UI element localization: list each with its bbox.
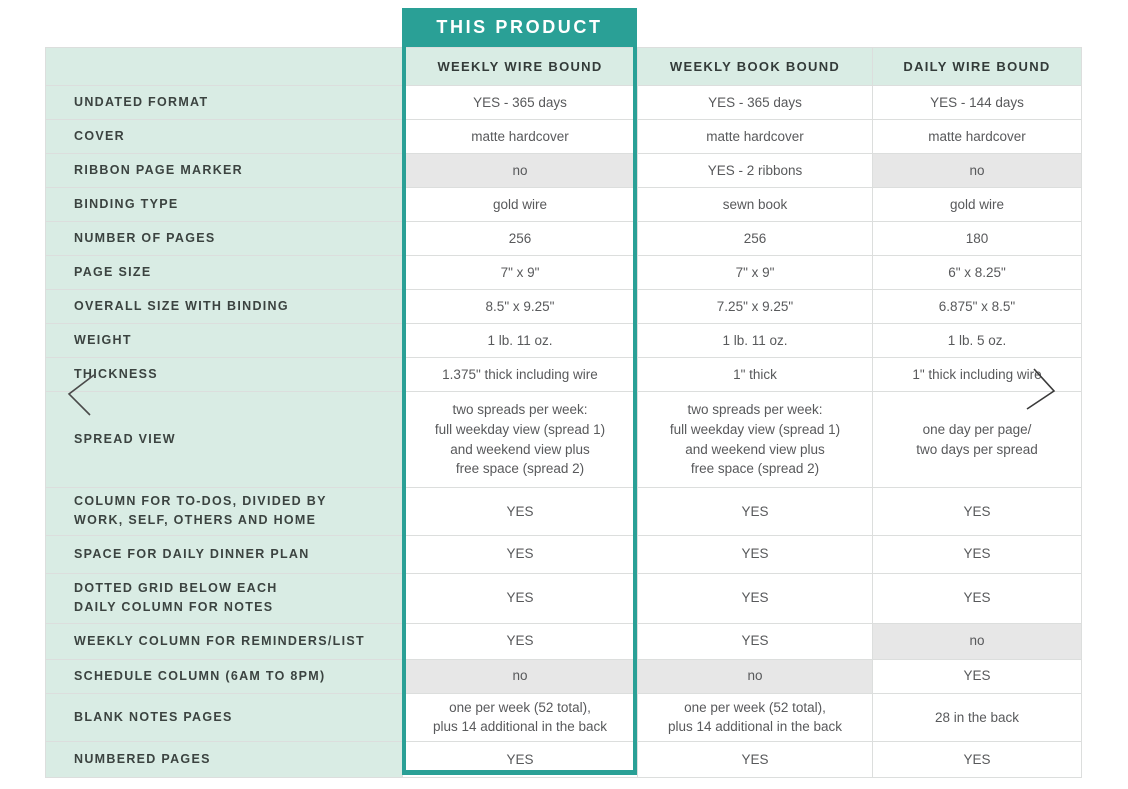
cell: no [402,153,638,188]
column-header-daily-wire-bound: DAILY WIRE BOUND [872,47,1082,86]
cell: 1" thick [637,357,873,392]
cell: YES [872,534,1082,574]
cell: 256 [402,221,638,256]
cell: 7.25" x 9.25" [637,289,873,324]
table-row: DOTTED GRID BELOW EACH DAILY COLUMN FOR … [45,572,1082,624]
cell: gold wire [402,187,638,222]
table-row: PAGE SIZE 7" x 9" 7" x 9" 6" x 8.25" [45,255,1082,290]
column-header-weekly-book-bound: WEEKLY BOOK BOUND [637,47,873,86]
cell: two spreads per week: full weekday view … [637,391,873,488]
row-label: WEIGHT [45,323,403,358]
row-label: COVER [45,119,403,154]
cell: 8.5" x 9.25" [402,289,638,324]
carousel-prev-button[interactable] [64,372,98,418]
cell: YES [872,740,1082,778]
table-row: WEIGHT 1 lb. 11 oz. 1 lb. 11 oz. 1 lb. 5 oz… [45,323,1082,358]
cell: YES - 365 days [402,85,638,120]
row-label: BLANK NOTES PAGES [45,692,403,742]
row-label: BINDING TYPE [45,187,403,222]
cell: YES [402,572,638,624]
cell: 256 [637,221,873,256]
row-label: PAGE SIZE [45,255,403,290]
cell: 7" x 9" [637,255,873,290]
cell: 7" x 9" [402,255,638,290]
column-header-weekly-wire-bound: WEEKLY WIRE BOUND [402,47,638,86]
table-row: BLANK NOTES PAGES one per week (52 total)… [45,692,1082,742]
cell: YES [637,572,873,624]
table-row: RIBBON PAGE MARKER no YES - 2 ribbons no [45,153,1082,188]
cell: YES [402,622,638,660]
cell: no [872,153,1082,188]
cell: no [637,658,873,694]
this-product-banner: THIS PRODUCT [402,8,637,47]
cell: YES [402,534,638,574]
table-row: SPREAD VIEW two spreads per week: full we… [45,391,1082,488]
cell: YES [402,487,638,536]
cell: 28 in the back [872,692,1082,742]
chevron-left-icon [64,372,98,418]
cell: no [872,622,1082,660]
cell: 1.375" thick including wire [402,357,638,392]
row-label: OVERALL SIZE WITH BINDING [45,289,403,324]
cell: YES - 144 days [872,85,1082,120]
cell: matte hardcover [872,119,1082,154]
cell: YES [637,622,873,660]
cell: two spreads per week: full weekday view … [402,391,638,488]
cell: YES [637,487,873,536]
table-row: OVERALL SIZE WITH BINDING 8.5" x 9.25" 7.2… [45,289,1082,324]
row-label: NUMBER OF PAGES [45,221,403,256]
row-label: WEEKLY COLUMN FOR REMINDERS/LIST [45,622,403,660]
table-row: UNDATED FORMAT YES - 365 days YES - 365 da… [45,85,1082,120]
cell: matte hardcover [637,119,873,154]
this-product-banner-label: THIS PRODUCT [436,17,603,37]
cell: 6" x 8.25" [872,255,1082,290]
row-label: COLUMN FOR TO-DOS, DIVIDED BY WORK, SELF… [45,487,403,536]
cell: matte hardcover [402,119,638,154]
table-row: SCHEDULE COLUMN (6AM TO 8PM) no no YES [45,658,1082,694]
table-row: SPACE FOR DAILY DINNER PLAN YES YES YES [45,534,1082,574]
cell: YES [872,658,1082,694]
cell: YES [637,534,873,574]
cell: no [402,658,638,694]
table-row: NUMBER OF PAGES 256 256 180 [45,221,1082,256]
header-row: WEEKLY WIRE BOUND WEEKLY BOOK BOUND DAIL… [45,47,1082,86]
row-label: RIBBON PAGE MARKER [45,153,403,188]
cell: 1" thick including wire [872,357,1082,392]
cell: one per week (52 total), plus 14 additio… [637,692,873,742]
comparison-table: WEEKLY WIRE BOUND WEEKLY BOOK BOUND DAIL… [45,47,1082,778]
cell: 1 lb. 5 oz. [872,323,1082,358]
row-label: UNDATED FORMAT [45,85,403,120]
cell: YES [872,487,1082,536]
row-label: DOTTED GRID BELOW EACH DAILY COLUMN FOR … [45,572,403,624]
table-row: WEEKLY COLUMN FOR REMINDERS/LIST YES YES no [45,622,1082,660]
cell: sewn book [637,187,873,222]
cell: YES [872,572,1082,624]
cell: 1 lb. 11 oz. [402,323,638,358]
cell: gold wire [872,187,1082,222]
table-row: BINDING TYPE gold wire sewn book gold wire [45,187,1082,222]
table-row: COVER matte hardcover matte hardcover matte… [45,119,1082,154]
row-label: SCHEDULE COLUMN (6AM TO 8PM) [45,658,403,694]
chevron-right-icon [1024,366,1058,412]
cell: 1 lb. 11 oz. [637,323,873,358]
cell: YES - 2 ribbons [637,153,873,188]
cell: 180 [872,221,1082,256]
table-row: THICKNESS 1.375" thick including wire 1" t… [45,357,1082,392]
table-row: NUMBERED PAGES YES YES YES [45,740,1082,778]
cell: one per week (52 total), plus 14 additio… [402,692,638,742]
row-label: SPACE FOR DAILY DINNER PLAN [45,534,403,574]
corner-cell [45,47,403,86]
cell: YES [402,740,638,778]
row-label: NUMBERED PAGES [45,740,403,778]
row-label: THICKNESS [45,357,403,392]
carousel-next-button[interactable] [1024,366,1058,412]
table-row: COLUMN FOR TO-DOS, DIVIDED BY WORK, SELF… [45,487,1082,536]
cell: YES - 365 days [637,85,873,120]
cell: one day per page/ two days per spread [872,391,1082,488]
cell: YES [637,740,873,778]
cell: 6.875" x 8.5" [872,289,1082,324]
row-label: SPREAD VIEW [45,391,403,488]
